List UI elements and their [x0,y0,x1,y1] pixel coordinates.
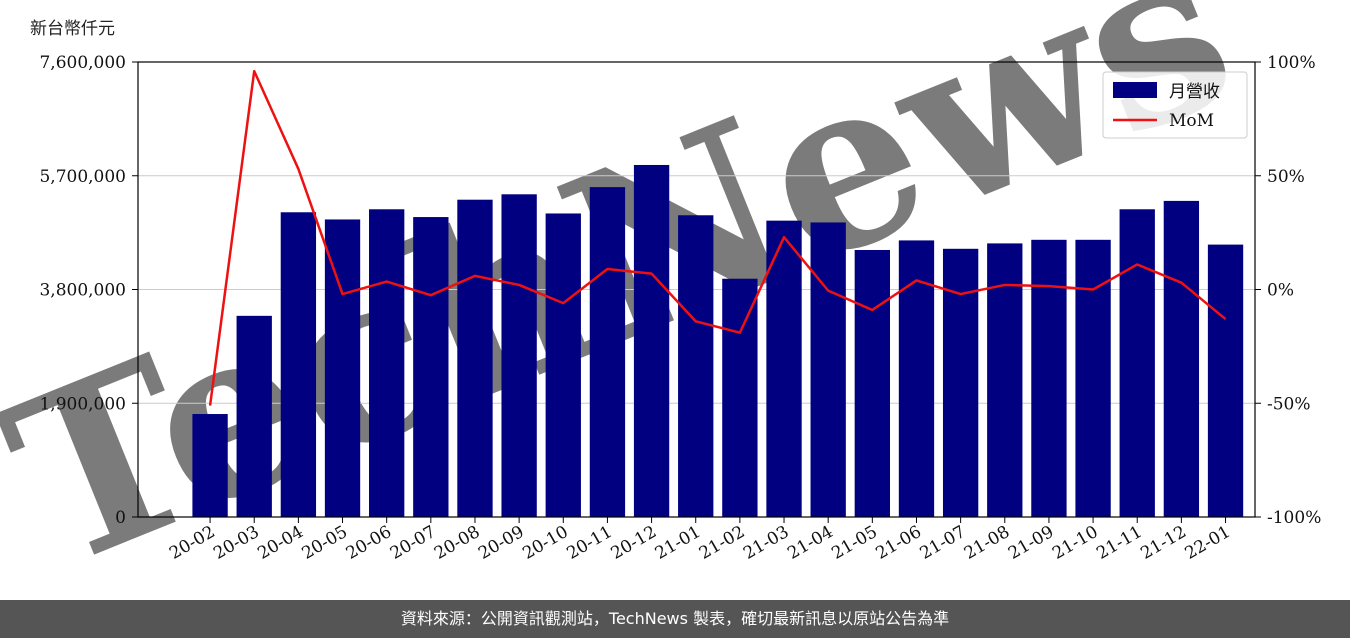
y-axis-unit-label: 新台幣仟元 [30,19,115,39]
revenue-bar [678,215,714,517]
mom-line [208,69,1227,406]
revenue-bar [898,240,935,517]
mom-line-series [208,69,1227,406]
revenue-bar [413,217,449,517]
x-tick-label: 21-03 [740,522,792,564]
revenue-bar [987,243,1023,518]
plot-frame [137,61,1256,518]
y-left-tick-label: 5,700,000 [39,167,126,187]
revenue-bar [501,194,537,517]
x-tick-label: 20-12 [608,522,660,564]
revenue-bar [457,199,493,517]
legend: 月營收 MoM [1102,71,1248,139]
legend-label-revenue: 月營收 [1169,82,1220,102]
x-tick-label: 21-12 [1137,522,1189,564]
x-tick-label: 21-10 [1049,522,1101,564]
y-right-tick-label: 100% [1267,53,1316,73]
revenue-bar [192,414,228,517]
x-tick-label: 21-07 [917,522,969,564]
y-right-tick-label: 50% [1267,167,1305,187]
revenue-bar [369,209,405,518]
revenue-bar [1119,209,1155,518]
revenue-bar [810,222,846,517]
x-tick-label: 21-11 [1093,522,1145,564]
revenue-bar [722,278,758,517]
x-tick-label: 21-06 [873,522,925,564]
x-tick-label: 20-07 [387,522,439,564]
revenue-bar [766,220,802,518]
source-footer: 資料來源：公開資訊觀測站，TechNews 製表，確切最新訊息以原站公告為準 [0,600,1350,638]
x-tick-label: 20-08 [431,522,483,564]
x-tick-label: 21-01 [652,522,704,564]
revenue-bar [589,187,626,517]
revenue-bar [1207,244,1244,517]
legend-label-mom: MoM [1169,111,1214,131]
y-left-tick-label: 1,900,000 [39,394,126,414]
y-right-tick-label: -100% [1267,508,1321,528]
x-tick-label: 21-04 [784,522,836,564]
y-left-tick-label: 0 [115,508,126,528]
y-left-tick-label: 3,800,000 [39,281,126,301]
revenue-bar [280,212,317,518]
x-tick-label: 21-09 [1005,522,1057,564]
revenue-bar [1075,239,1111,517]
revenue-bar [1163,200,1200,518]
x-tick-label: 20-05 [299,522,351,564]
y-left-tick-label: 7,600,000 [39,53,126,73]
x-tick-label: 20-11 [563,522,615,564]
legend-swatch-revenue [1113,82,1157,98]
revenue-bar [545,213,581,517]
revenue-bar [236,315,272,517]
y-right-tick-label: 0% [1267,281,1294,301]
x-tick-label: 20-06 [343,522,395,564]
x-tick-label: 22-01 [1182,522,1234,564]
revenue-bar [633,164,670,517]
x-tick-label: 21-08 [961,522,1013,564]
x-tick-label: 21-02 [696,522,748,564]
x-tick-label: 20-09 [475,522,527,564]
revenue-chart: TechNews 0 1,900,000 3,800,000 5,700,000 7,6… [0,0,1321,600]
bar-series [192,164,1244,518]
y-right-tick-label: -50% [1267,394,1311,414]
revenue-bar [324,219,361,517]
x-tick-label: 21-05 [828,522,880,564]
revenue-bar [1031,239,1067,517]
x-tick-label: 20-10 [519,522,571,564]
watermark-text: TechNews [0,0,1265,600]
revenue-bar [854,249,890,517]
